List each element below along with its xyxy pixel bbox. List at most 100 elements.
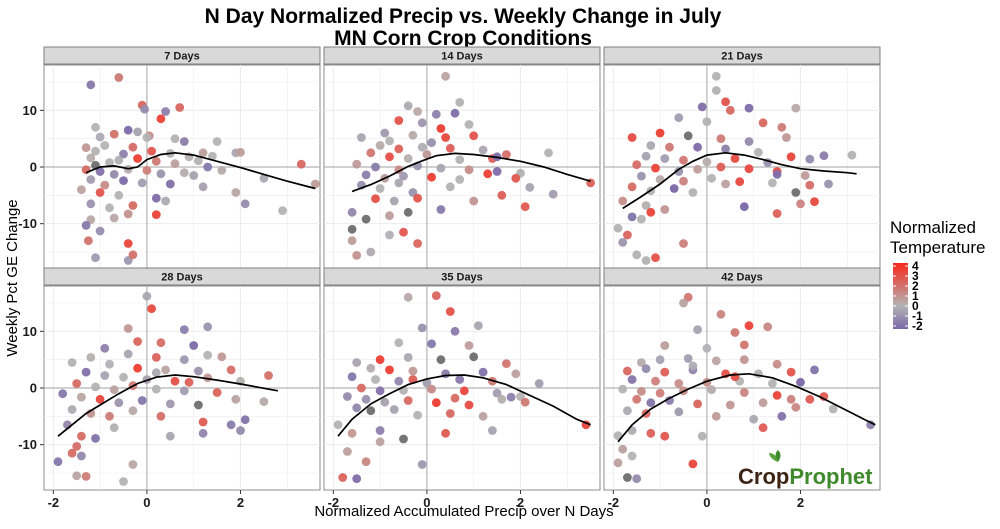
facet-strip: [323, 46, 601, 65]
data-point: [763, 322, 773, 332]
legend-tick-label: 3: [912, 269, 919, 283]
data-point: [81, 165, 91, 175]
data-point: [95, 132, 105, 142]
data-point: [502, 150, 511, 159]
data-point: [198, 182, 208, 192]
data-point: [632, 160, 642, 170]
facet-panel: 21 Days: [603, 46, 881, 270]
data-point: [641, 151, 651, 161]
data-point: [866, 420, 875, 430]
data-point: [184, 377, 194, 387]
data-point: [105, 359, 114, 369]
data-point: [819, 151, 829, 161]
data-point: [459, 386, 469, 396]
data-point: [739, 355, 749, 365]
data-point: [431, 109, 441, 119]
data-point: [128, 250, 138, 260]
data-point: [464, 165, 474, 175]
data-point: [109, 385, 119, 395]
data-point: [371, 162, 380, 172]
facet-strip: [43, 267, 321, 286]
x-tick-label: -2: [608, 495, 620, 510]
data-point: [679, 239, 688, 248]
data-point: [165, 399, 175, 409]
data-point: [637, 214, 646, 224]
data-point: [417, 118, 427, 128]
data-point: [431, 398, 441, 408]
data-point: [431, 291, 441, 300]
data-point: [77, 392, 86, 402]
data-point: [347, 372, 357, 382]
data-point: [72, 379, 82, 388]
data-point: [128, 142, 138, 152]
x-tick-label: -2: [328, 495, 340, 510]
data-point: [655, 355, 665, 365]
data-point: [95, 188, 105, 197]
data-point: [721, 179, 730, 189]
data-point: [669, 184, 679, 193]
data-point: [394, 338, 404, 348]
data-point: [693, 399, 702, 409]
data-point: [77, 185, 86, 195]
data-point: [436, 355, 446, 365]
legend-tick-label: 4: [912, 259, 919, 273]
data-point: [627, 182, 637, 192]
data-point: [133, 127, 143, 137]
data-point: [408, 366, 418, 376]
data-point: [105, 203, 114, 213]
data-point: [791, 402, 801, 412]
data-point: [361, 170, 371, 180]
data-point: [347, 207, 357, 217]
data-point: [357, 133, 366, 142]
data-point: [758, 398, 768, 408]
data-point: [744, 164, 754, 174]
data-point: [488, 426, 497, 435]
data-point: [165, 179, 175, 189]
data-point: [824, 179, 833, 189]
data-point: [702, 157, 712, 167]
facet-panel: 7 Days: [43, 46, 321, 270]
data-point: [632, 394, 642, 404]
trend-line: [85, 151, 316, 190]
data-point: [548, 189, 558, 199]
data-point: [646, 207, 656, 217]
data-point: [660, 341, 670, 350]
data-point: [623, 473, 632, 482]
data-point: [375, 141, 385, 150]
data-point: [702, 343, 712, 353]
trend-line: [57, 374, 279, 437]
data-point: [679, 298, 688, 308]
data-point: [641, 201, 651, 210]
data-point: [403, 396, 413, 405]
data-point: [646, 398, 656, 408]
data-point: [100, 371, 110, 380]
data-point: [203, 162, 213, 172]
data-point: [464, 341, 474, 350]
data-point: [464, 400, 474, 410]
data-point: [786, 367, 796, 377]
data-point: [151, 156, 161, 166]
data-points: [347, 71, 595, 260]
chart-title-line2: MN Corn Crop Conditions: [334, 27, 592, 50]
data-point: [72, 442, 82, 451]
data-point: [67, 405, 77, 414]
data-point: [660, 431, 670, 441]
data-point: [198, 417, 208, 427]
data-point: [613, 458, 623, 468]
data-point: [478, 145, 488, 155]
data-point: [194, 156, 203, 166]
data-point: [347, 428, 357, 438]
data-point: [805, 154, 815, 164]
data-point: [651, 253, 660, 263]
data-point: [375, 426, 385, 435]
y-tick-label: -10: [18, 437, 37, 452]
data-point: [618, 444, 628, 454]
y-tick-label: -10: [18, 216, 37, 231]
data-point: [179, 168, 189, 178]
data-point: [492, 167, 502, 176]
data-point: [361, 457, 371, 467]
data-point: [380, 397, 390, 407]
chart-title-line1: N Day Normalized Precip vs. Weekly Chang…: [205, 5, 722, 28]
data-point: [436, 124, 446, 133]
data-point: [259, 173, 269, 183]
